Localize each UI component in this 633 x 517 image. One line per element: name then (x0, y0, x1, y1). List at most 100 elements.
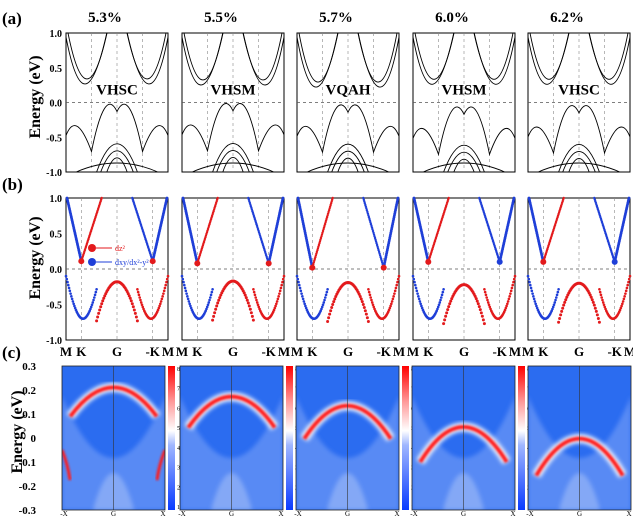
orbital-weight-dot (597, 320, 601, 324)
orbital-weight-dot (557, 287, 560, 291)
panel-a: 1.0 0.5 0.0 -0.5 -1.0 VHSC 5.3% VHSM 5.5% VQAH 5.7… (46, 10, 631, 179)
orbital-weight-dot (513, 274, 517, 278)
panel-letter-b: (b) (2, 175, 23, 194)
orbital-weight-dot (507, 297, 511, 301)
spectral-plot-c-1: 8 7 6 5 4 3 2 1 -X G X (60, 365, 180, 517)
orbital-weight-dot (527, 196, 531, 200)
orbital-weight-dot (159, 302, 162, 306)
orbital-weight-dot (561, 306, 565, 310)
orbital-weight-dot (295, 274, 299, 278)
orbital-weight-dot (166, 274, 170, 278)
strain-label: 6.0% (435, 10, 469, 26)
colorbar-tick-label: 8 (177, 367, 180, 373)
orbital-weight-dot (136, 290, 140, 294)
kpath-label: -K (261, 344, 276, 359)
orbital-weight-dot (102, 296, 106, 300)
strain-label: 5.5% (204, 10, 238, 26)
orbital-weight-dot (65, 196, 69, 200)
orbital-weight-dot (589, 295, 593, 299)
orbital-weight-dot (361, 302, 365, 306)
orbital-weight-dot (217, 298, 221, 302)
orbital-weight-dot (277, 295, 280, 298)
orbital-weight-dot (531, 292, 534, 295)
orbital-weight-dot (528, 283, 532, 287)
kpath-label: G (459, 344, 469, 359)
x-tick-label-c: G (229, 510, 234, 517)
orbital-weight-dot (600, 296, 603, 299)
orbital-weight-dot (256, 303, 260, 307)
y-tick-label-c: -0.3 (19, 505, 37, 517)
orbital-weight-dot (366, 320, 370, 324)
orbital-weight-dot (127, 294, 131, 298)
orbital-weight-dot (416, 292, 419, 295)
kpath-label: -K (492, 344, 507, 359)
colorbar (518, 366, 525, 510)
orbital-weight-dot (370, 298, 373, 302)
orbital-weight-dot (97, 311, 101, 315)
kpath-label: M (60, 344, 72, 359)
orbital-weight-dot (275, 302, 278, 306)
kpath-label: M (176, 344, 188, 359)
orbital-weight-dot (439, 298, 442, 302)
orbital-weight-dot (624, 289, 628, 293)
orbital-weight-dot (506, 302, 509, 306)
x-tick-label-c: G (345, 510, 350, 517)
orbital-weight-dot (282, 274, 286, 278)
kpath-label: M (624, 344, 633, 359)
fatband-plot-b-3: M K G -K M (291, 196, 405, 359)
orbital-weight-dot (162, 292, 165, 295)
kpath-label: M (393, 344, 405, 359)
orbital-weight-dot (480, 314, 484, 318)
orbital-weight-dot (281, 196, 285, 200)
orbital-weight-dot (627, 196, 631, 200)
orbital-weight-dot (360, 300, 364, 304)
orbital-weight-dot (67, 286, 71, 290)
orbital-weight-dot (365, 316, 369, 320)
orbital-weight-dot (506, 300, 510, 303)
orbital-weight-dot (484, 293, 488, 297)
orbital-weight-dot (412, 277, 416, 281)
orbital-weight-dot (551, 307, 554, 311)
band-plot-a-1: VHSC 5.3% (65, 10, 169, 173)
orbital-weight-dot (99, 305, 103, 309)
band-plot-a-2: VHSM 5.5% (181, 10, 285, 173)
orbital-weight-dot (186, 295, 189, 298)
orbital-weight-dot (420, 304, 423, 308)
orbital-weight-dot (532, 295, 535, 298)
orbital-weight-dot (188, 302, 191, 306)
orbital-weight-dot (413, 283, 417, 287)
orbital-weight-dot (129, 299, 133, 303)
orbital-weight-dot (603, 305, 607, 309)
y-tick-label-c: 0.3 (22, 361, 36, 373)
orbital-weight-dot (158, 304, 161, 308)
k-point-marker (540, 258, 547, 265)
orbital-weight-dot (488, 305, 492, 309)
orbital-weight-dot (627, 277, 631, 281)
fatband-plot-b-4: M K G -K M (407, 196, 521, 359)
x-tick-label-c: X (160, 510, 165, 517)
orbital-weight-dot (90, 303, 94, 307)
orbital-weight-dot (373, 307, 376, 311)
orbital-weight-dot (214, 307, 218, 311)
y-axis-title-a: Energy (eV) (27, 55, 44, 138)
kpath-label: G (112, 344, 122, 359)
orbital-weight-dot (205, 305, 209, 309)
orbital-weight-dot (529, 286, 533, 290)
orbital-weight-dot (473, 294, 477, 298)
orbital-weight-dot (209, 296, 212, 299)
orbital-weight-dot (558, 316, 562, 320)
orbital-weight-dot (320, 305, 324, 309)
legend-b: dz² dxy/dx²-y² (88, 244, 149, 267)
orbital-weight-dot (512, 277, 516, 281)
orbital-weight-dot (276, 297, 280, 301)
y-tick-label-b: 0.0 (50, 265, 63, 276)
orbital-weight-dot (392, 295, 395, 298)
orbital-weight-dot (393, 292, 396, 295)
orbital-weight-dot (131, 305, 135, 309)
orbital-weight-dot (626, 283, 630, 287)
y-tick-label-c: 0.2 (22, 385, 36, 397)
phase-label: VHSC (558, 83, 600, 99)
orbital-weight-dot (209, 293, 213, 297)
orbital-weight-dot (591, 300, 595, 304)
orbital-weight-dot (476, 302, 480, 306)
